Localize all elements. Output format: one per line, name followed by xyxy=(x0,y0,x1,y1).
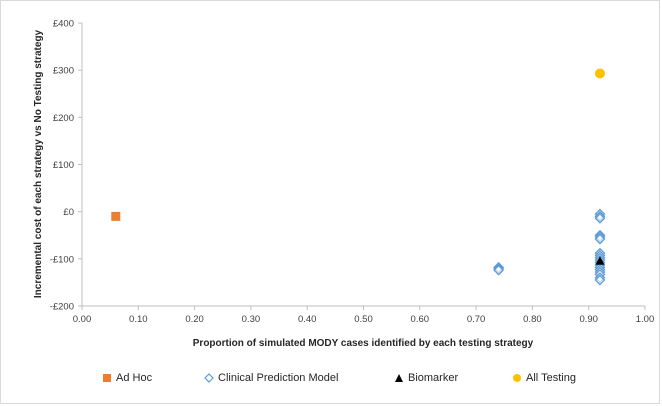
x-tick-label: 0.50 xyxy=(354,314,373,325)
legend-item-biomarker: Biomarker xyxy=(394,372,458,384)
x-tick-label: 0.70 xyxy=(467,314,486,325)
x-tick-label: 0.30 xyxy=(242,314,261,325)
y-tick-label: -£100 xyxy=(50,254,74,265)
x-axis-tick-labels: 0.00 0.10 0.20 0.30 0.40 0.50 0.60 0.70 0.80 0.90… xyxy=(73,314,655,325)
legend-label: Biomarker xyxy=(408,372,459,384)
data-point-clinical-prediction-model xyxy=(493,264,505,276)
y-tick-label: -£200 xyxy=(50,302,74,313)
axes xyxy=(78,22,646,310)
x-tick-label: 0.00 xyxy=(73,314,92,325)
y-tick-label: £0 xyxy=(63,207,74,218)
y-axis-title: Incremental cost of each strategy vs No … xyxy=(33,29,44,298)
x-tick-label: 0.60 xyxy=(411,314,430,325)
x-tick-label: 1.00 xyxy=(636,314,655,325)
data-point-clinical-prediction-model xyxy=(594,233,606,245)
y-tick-label: £300 xyxy=(53,66,74,77)
y-tick-label: £100 xyxy=(53,160,74,171)
data-point-ad-hoc xyxy=(111,211,121,221)
x-tick-label: 0.20 xyxy=(185,314,204,325)
data-point-clinical-prediction-model xyxy=(594,274,606,286)
legend-label: All Testing xyxy=(526,372,576,384)
legend: Ad Hoc Clinical Prediction Model Biomark… xyxy=(0,372,662,392)
data-points xyxy=(111,68,606,286)
legend-item-clinical-prediction-model: Clinical Prediction Model xyxy=(204,372,338,384)
legend-label: Ad Hoc xyxy=(116,372,153,384)
y-tick-label: £400 xyxy=(53,19,74,30)
square-marker-icon xyxy=(103,374,111,382)
x-tick-label: 0.10 xyxy=(129,314,148,325)
triangle-marker-icon xyxy=(395,374,403,382)
y-axis-tick-labels: -£200 -£100 £0 £100 £200 £300 £400 xyxy=(50,19,74,313)
x-axis-title: Proportion of simulated MODY cases ident… xyxy=(193,338,534,349)
data-point-all-testing xyxy=(594,68,605,79)
circle-marker-icon xyxy=(513,374,521,382)
legend-label: Clinical Prediction Model xyxy=(218,372,339,384)
diamond-marker-icon xyxy=(204,373,214,383)
x-tick-label: 0.90 xyxy=(579,314,598,325)
legend-item-ad-hoc: Ad Hoc xyxy=(102,372,152,384)
data-point-clinical-prediction-model xyxy=(594,212,606,224)
legend-item-all-testing: All Testing xyxy=(512,372,576,384)
x-tick-label: 0.40 xyxy=(298,314,317,325)
x-tick-label: 0.80 xyxy=(523,314,542,325)
y-tick-label: £200 xyxy=(53,113,74,124)
data-point-biomarker xyxy=(595,256,605,265)
scatter-chart: -£200 -£100 £0 £100 £200 £300 £400 0.00 0.10 0.2… xyxy=(33,19,655,350)
